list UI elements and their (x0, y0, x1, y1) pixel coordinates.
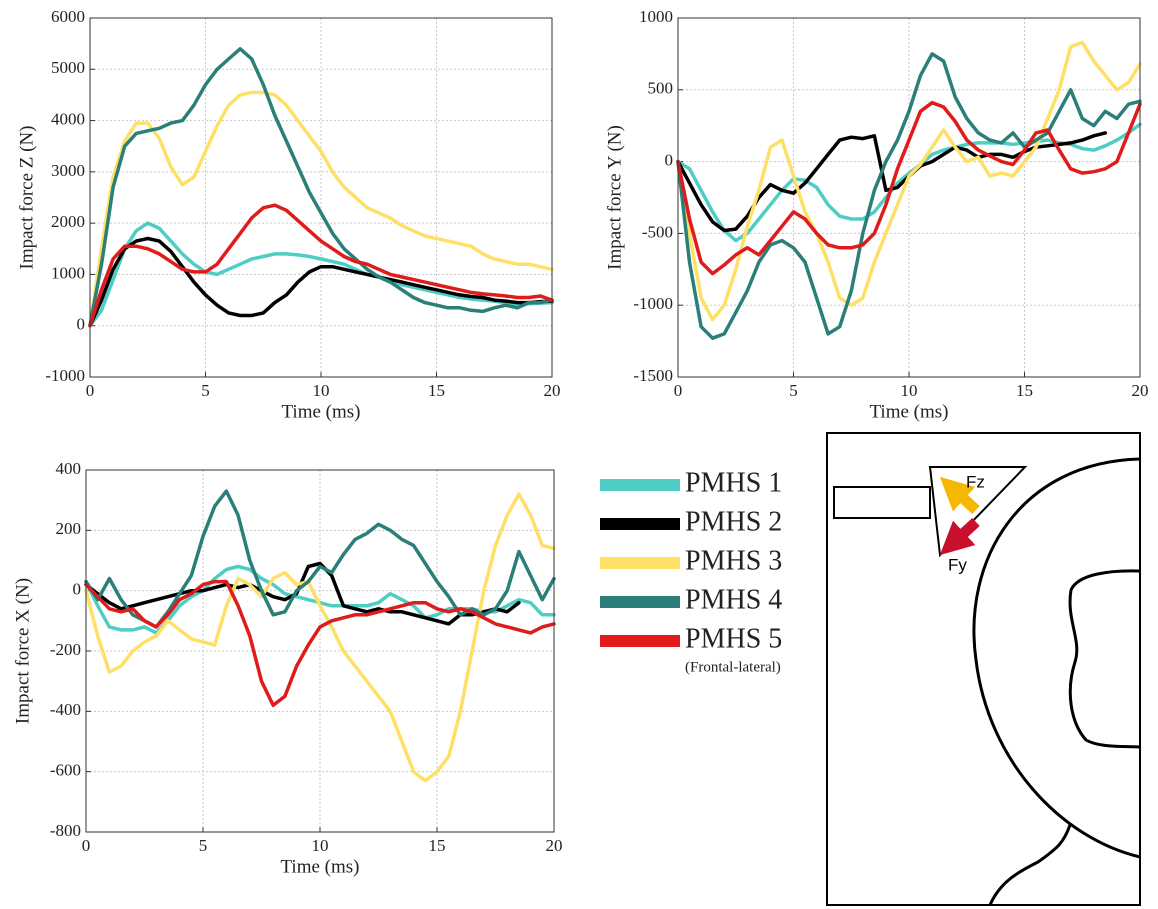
y-tick-label: -500 (642, 222, 673, 241)
x-axis-label: Time (ms) (281, 401, 360, 422)
series-line (84, 561, 521, 626)
x-axis-label: Time (ms) (869, 401, 948, 422)
legend-swatch (600, 596, 680, 608)
y-tick-label: 200 (56, 519, 82, 538)
x-tick-label: 20 (544, 381, 561, 400)
legend-swatch (600, 518, 680, 530)
y-tick-label: -400 (50, 700, 81, 719)
x-tick-label: 0 (674, 381, 683, 400)
y-tick-label: 4000 (51, 109, 85, 128)
y-tick-label: 3000 (51, 161, 85, 180)
series-line (676, 40, 1142, 322)
y-tick-label: -1000 (45, 366, 85, 385)
x-tick-label: 5 (201, 381, 210, 400)
x-axis-label: Time (ms) (280, 856, 359, 877)
series-line (88, 221, 554, 328)
y-tick-label: -200 (50, 640, 81, 659)
x-tick-label: 0 (82, 836, 91, 855)
force-y-arrow (939, 517, 980, 556)
plot-frame (677, 17, 1141, 378)
y-tick-label: 400 (56, 459, 82, 478)
y-tick-label: 0 (77, 315, 86, 334)
legend-label: PMHS 1 (685, 467, 782, 498)
legend-label: PMHS 4 (685, 584, 782, 615)
legend-label: PMHS 3 (685, 545, 782, 576)
series-line (84, 579, 556, 708)
y-tick-label: -1500 (633, 366, 673, 385)
y-axis-label: Impact force Z (N) (16, 125, 37, 269)
x-tick-label: 0 (86, 381, 95, 400)
series-line (88, 203, 554, 328)
line-chart: -1500 -1000 -500 0 500 1000 0 5 10 15 20 Time (ms) I… (604, 7, 1148, 422)
x-tick-label: 10 (313, 381, 330, 400)
legend-swatch (600, 635, 680, 647)
legend-label: PMHS 2 (685, 506, 782, 537)
y-tick-label: 5000 (51, 58, 85, 77)
force-z-arrow (939, 476, 980, 515)
y-tick-label: -1000 (633, 294, 673, 313)
x-tick-label: 15 (429, 836, 446, 855)
y-axis-label: Impact force Y (N) (604, 125, 625, 270)
series-line (88, 90, 554, 328)
y-axis-label: Impact force X (N) (12, 578, 33, 724)
y-tick-label: -600 (50, 761, 81, 780)
y-tick-label: 0 (665, 151, 674, 170)
force-y-label: Fy (948, 555, 967, 574)
y-tick-label: 0 (73, 580, 82, 599)
y-tick-label: -800 (50, 821, 81, 840)
impactor-rod (833, 486, 931, 519)
x-tick-label: 5 (789, 381, 798, 400)
inner-outline (1068, 569, 1141, 749)
y-tick-label: 500 (648, 79, 674, 98)
series-line (676, 52, 1142, 340)
legend-swatch (600, 557, 680, 569)
x-tick-label: 5 (199, 836, 208, 855)
series-line (88, 236, 554, 328)
force-z-label: Fz (966, 472, 985, 491)
neck-outline (988, 824, 1072, 906)
legend-note: (Frontal-lateral) (685, 659, 781, 675)
x-tick-label: 15 (1016, 381, 1033, 400)
plot-frame (85, 469, 555, 833)
diagram: Fz Fy (826, 432, 1141, 906)
x-tick-label: 15 (428, 381, 445, 400)
y-tick-label: 6000 (51, 7, 85, 26)
x-tick-label: 20 (546, 836, 563, 855)
plot-area (90, 18, 552, 377)
legend-label: PMHS 5 (685, 623, 782, 654)
series-line (84, 492, 556, 783)
x-tick-label: 10 (901, 381, 918, 400)
y-tick-label: 1000 (51, 263, 85, 282)
legend-swatch (600, 479, 680, 491)
line-chart: -800 -600 -400 -200 0 200 400 0 5 10 15 20 Time (ms)… (12, 459, 562, 877)
plot-frame (89, 17, 553, 378)
y-tick-label: 1000 (639, 7, 673, 26)
head-outline (972, 457, 1141, 859)
series-line (676, 100, 1142, 276)
x-tick-label: 20 (1132, 381, 1149, 400)
series-line (88, 47, 554, 328)
y-tick-label: 2000 (51, 212, 85, 231)
legend: PMHS 1 PMHS 2 PMHS 3 PMHS 4 PMHS 5 (600, 467, 782, 654)
x-tick-label: 10 (312, 836, 329, 855)
